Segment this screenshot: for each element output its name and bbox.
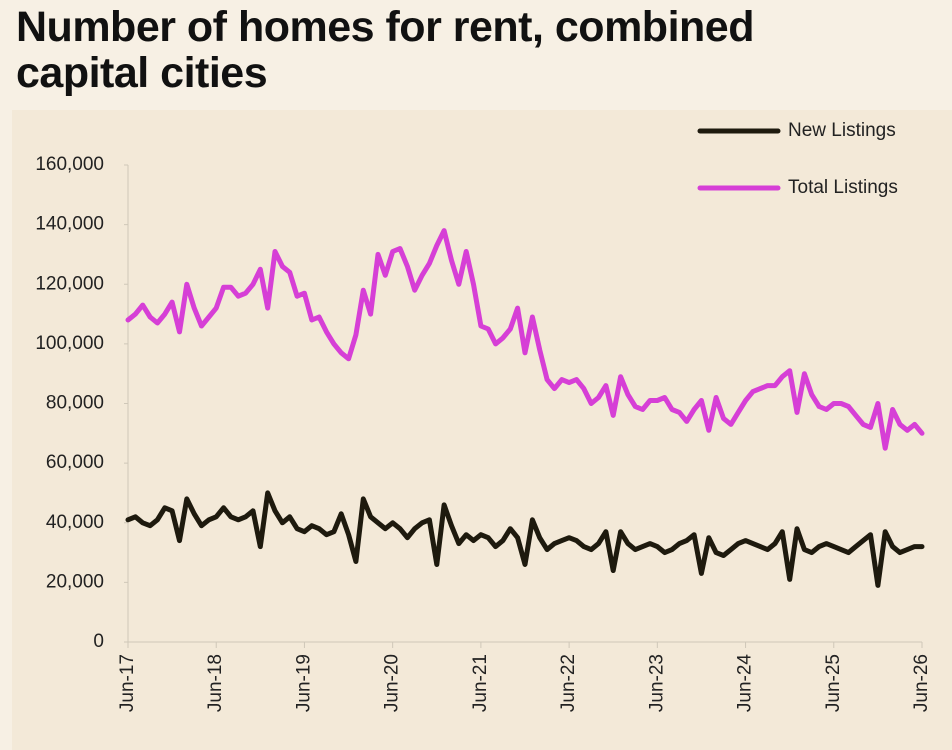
- y-tick-label: 160,000: [35, 154, 104, 175]
- x-tick-label: Jun-21: [470, 654, 491, 712]
- y-tick-label: 80,000: [46, 393, 104, 414]
- x-tick-label: Jun-22: [558, 654, 579, 712]
- y-tick-label: 60,000: [46, 452, 104, 473]
- y-tick-label: 40,000: [46, 512, 104, 533]
- x-tick-label: Jun-17: [117, 654, 138, 712]
- x-tick-label: Jun-19: [293, 654, 314, 712]
- plot-panel: [12, 110, 952, 750]
- y-tick-label: 120,000: [35, 273, 104, 294]
- x-tick-label: Jun-18: [205, 654, 226, 712]
- x-tick-label: Jun-20: [382, 654, 403, 712]
- legend-label: New Listings: [788, 120, 896, 141]
- x-tick-label: Jun-25: [823, 654, 844, 712]
- y-tick-label: 100,000: [35, 333, 104, 354]
- y-tick-label: 20,000: [46, 571, 104, 592]
- chart-title: Number of homes for rent, combined capit…: [16, 3, 754, 97]
- x-tick-label: Jun-26: [911, 654, 932, 712]
- x-tick-label: Jun-24: [735, 654, 756, 713]
- series-line: [125, 490, 925, 588]
- x-tick-label: Jun-23: [646, 654, 667, 712]
- y-tick-label: 140,000: [35, 214, 104, 235]
- legend-label: Total Listings: [788, 177, 898, 198]
- y-tick-label: 0: [93, 631, 104, 652]
- series-line: [125, 228, 925, 451]
